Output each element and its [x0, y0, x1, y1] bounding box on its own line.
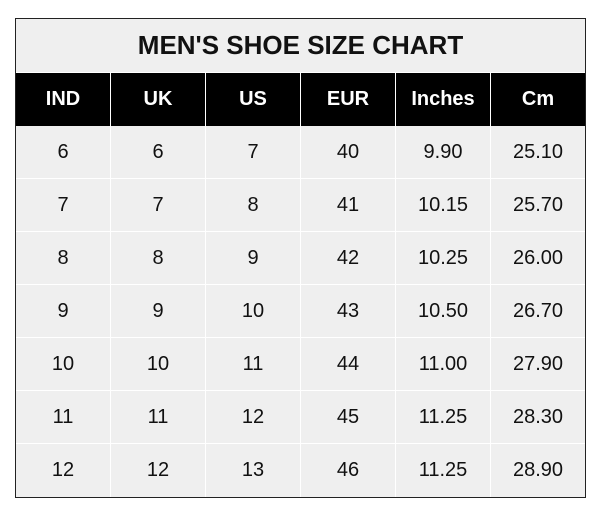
column-header-uk: UK	[111, 73, 206, 126]
table-cell: 44	[301, 338, 396, 391]
table-cell: 13	[206, 444, 301, 497]
table-cell: 11	[206, 338, 301, 391]
column-header-cm: Cm	[521, 88, 555, 110]
table-cell: 27.90	[491, 338, 585, 391]
table-cell: 40	[301, 126, 396, 179]
table-cell: 10.25	[396, 232, 491, 285]
table-cell: 7	[206, 126, 301, 179]
table-row: 11 11 12 45 11.25 28.30	[16, 391, 585, 444]
table-cell: 6	[111, 126, 206, 179]
table-row: 10 10 11 44 11.00 27.90	[16, 338, 585, 391]
table-cell: 12	[206, 391, 301, 444]
column-header-us: US	[206, 73, 301, 126]
table-cell: 28.90	[512, 459, 564, 481]
table-cell: 28.30	[491, 391, 585, 444]
table-cell: 25.10	[491, 126, 585, 179]
table-cell: 12	[16, 444, 111, 497]
column-header-inches: Inches	[396, 73, 491, 126]
column-header-ind: IND	[16, 73, 111, 126]
table-cell: 45	[301, 391, 396, 444]
table-cell: 10	[206, 285, 301, 338]
table-cell: 10.15	[396, 179, 491, 232]
header-row: IND UK US EUR Inches Cm	[16, 73, 585, 126]
table-cell: 10.50	[396, 285, 491, 338]
table-cell: 9.90	[396, 126, 491, 179]
table-cell: 11	[16, 391, 111, 444]
column-header-eur: EUR	[301, 73, 396, 126]
table-cell: 42	[301, 232, 396, 285]
table-cell: 10	[16, 338, 111, 391]
table-cell: 6	[16, 126, 111, 179]
table-row: 9 9 10 43 10.50 26.70	[16, 285, 585, 338]
table-row: 12 12 13 46 11.25 28.90	[16, 444, 585, 497]
table-cell: 11	[111, 391, 206, 444]
table-cell: 7	[111, 179, 206, 232]
table-cell: 11.00	[396, 338, 491, 391]
table-cell: 43	[301, 285, 396, 338]
table-cell: 9	[16, 285, 111, 338]
table-cell: 12	[111, 444, 206, 497]
table-cell: 8	[111, 232, 206, 285]
table-cell: 11.25	[396, 444, 491, 497]
table-cell: 41	[301, 179, 396, 232]
table-body: 6 6 7 40 9.90 25.10 7 7 8 41 10.15 25.70 8 8 9 42 10.25 2…	[16, 126, 585, 497]
table-cell: 7	[16, 179, 111, 232]
table-cell: 9	[111, 285, 206, 338]
table-row: 6 6 7 40 9.90 25.10	[16, 126, 585, 179]
table-cell: 26.70	[491, 285, 585, 338]
table-row: 7 7 8 41 10.15 25.70	[16, 179, 585, 232]
table-cell: 25.70	[491, 179, 585, 232]
table-row: 8 8 9 42 10.25 26.00	[16, 232, 585, 285]
size-chart-table: MEN'S SHOE SIZE CHART IND UK US EUR Inches Cm…	[15, 18, 586, 498]
table-cell: 8	[206, 179, 301, 232]
table-cell: 11.25	[396, 391, 491, 444]
table-cell: 46	[301, 444, 396, 497]
table-cell: 8	[16, 232, 111, 285]
table-cell: 10	[111, 338, 206, 391]
table-cell: 9	[206, 232, 301, 285]
table-cell: 26.00	[491, 232, 585, 285]
table-title: MEN'S SHOE SIZE CHART	[16, 19, 585, 73]
